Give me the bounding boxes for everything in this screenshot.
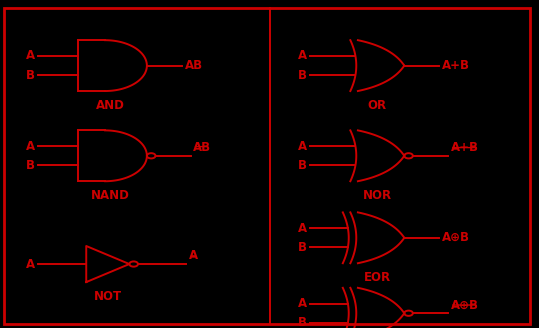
- Text: AB: AB: [184, 59, 203, 72]
- Text: A⊕B: A⊕B: [451, 298, 479, 312]
- Text: A+B: A+B: [451, 141, 479, 154]
- Text: AND: AND: [96, 99, 125, 112]
- Text: B: B: [26, 69, 35, 82]
- Text: B: B: [298, 159, 307, 172]
- Text: NOT: NOT: [94, 290, 122, 303]
- Text: B: B: [298, 69, 307, 82]
- Text: A: A: [298, 297, 307, 310]
- Text: A: A: [189, 249, 198, 262]
- Text: A+B: A+B: [442, 59, 470, 72]
- Text: B: B: [298, 241, 307, 254]
- Text: NOR: NOR: [363, 190, 392, 202]
- Text: B: B: [298, 317, 307, 328]
- Text: A: A: [298, 222, 307, 235]
- Text: A: A: [298, 140, 307, 153]
- Text: A: A: [26, 50, 35, 62]
- Text: A: A: [26, 140, 35, 153]
- Text: AB: AB: [194, 141, 211, 154]
- Text: A: A: [298, 50, 307, 62]
- Text: NAND: NAND: [91, 190, 130, 202]
- Text: EOR: EOR: [364, 272, 391, 284]
- Text: OR: OR: [368, 99, 387, 112]
- Text: B: B: [26, 159, 35, 172]
- Text: A⊕B: A⊕B: [442, 231, 470, 244]
- Text: A: A: [26, 257, 35, 271]
